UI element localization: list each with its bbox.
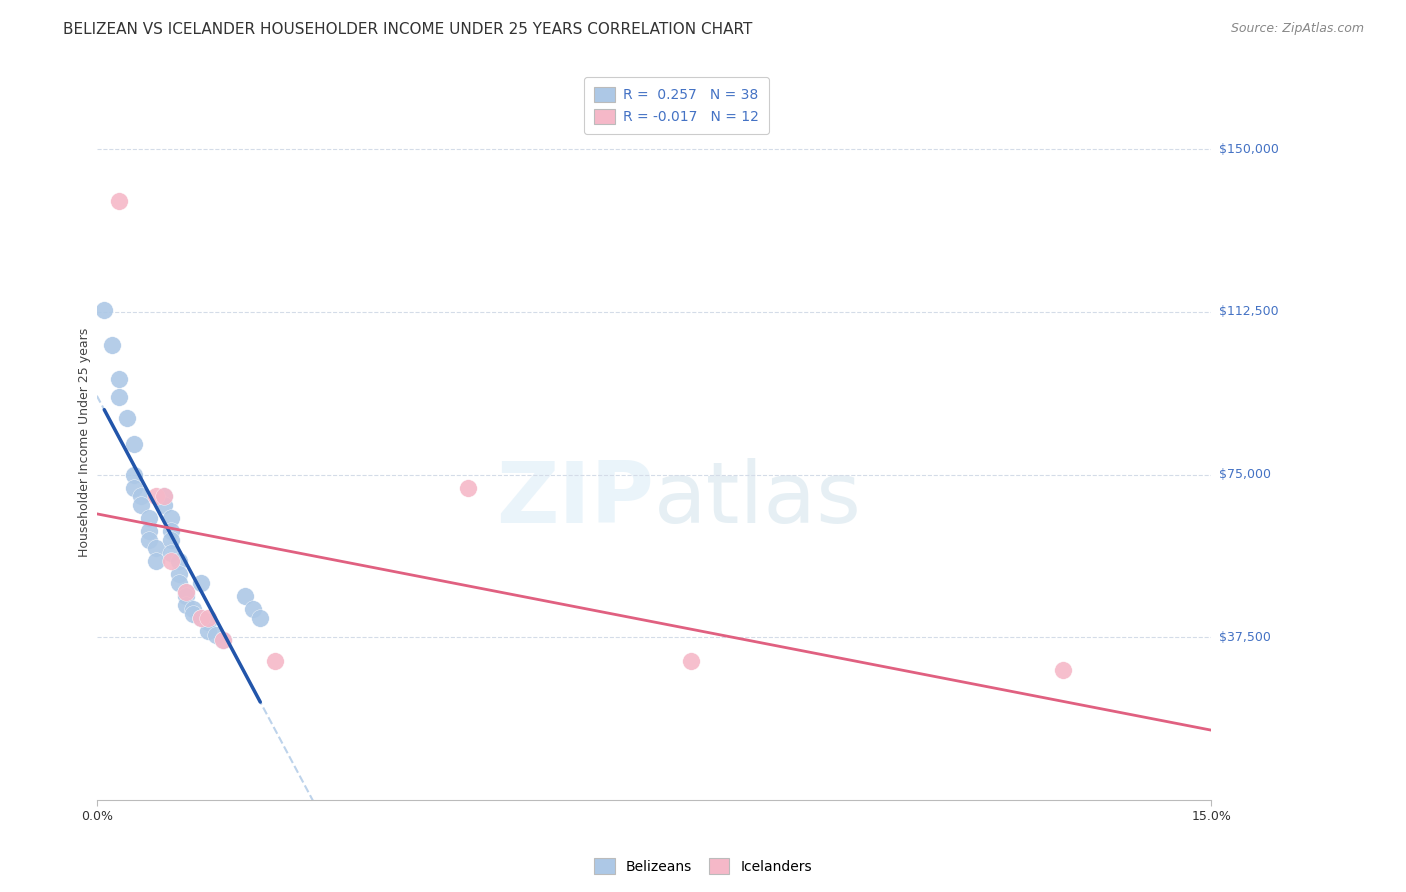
Point	[249, 611, 271, 625]
Point	[108, 194, 131, 209]
Text: $150,000: $150,000	[1219, 143, 1278, 156]
Point	[190, 611, 212, 625]
Point	[167, 567, 190, 582]
Text: BELIZEAN VS ICELANDER HOUSEHOLDER INCOME UNDER 25 YEARS CORRELATION CHART: BELIZEAN VS ICELANDER HOUSEHOLDER INCOME…	[63, 22, 752, 37]
Point	[152, 498, 174, 512]
Point	[174, 584, 197, 599]
Text: atlas: atlas	[654, 458, 862, 541]
Point	[681, 654, 703, 668]
Point	[145, 554, 167, 568]
Point	[138, 511, 160, 525]
Point	[190, 576, 212, 591]
Point	[197, 624, 219, 638]
Point	[1052, 663, 1074, 677]
Point	[152, 489, 174, 503]
Point	[152, 489, 174, 503]
Point	[122, 481, 145, 495]
Y-axis label: Householder Income Under 25 years: Householder Income Under 25 years	[79, 327, 91, 557]
Point	[160, 546, 183, 560]
Point	[160, 554, 183, 568]
Text: $75,000: $75,000	[1219, 468, 1271, 481]
Point	[174, 589, 197, 603]
Point	[138, 533, 160, 547]
Point	[174, 598, 197, 612]
Point	[131, 489, 153, 503]
Text: ZIP: ZIP	[496, 458, 654, 541]
Text: $112,500: $112,500	[1219, 305, 1278, 318]
Point	[457, 481, 479, 495]
Point	[100, 337, 122, 351]
Point	[183, 602, 205, 616]
Point	[242, 602, 264, 616]
Text: Source: ZipAtlas.com: Source: ZipAtlas.com	[1230, 22, 1364, 36]
Point	[212, 632, 235, 647]
Point	[122, 467, 145, 482]
Point	[197, 615, 219, 630]
Legend: Belizeans, Icelanders: Belizeans, Icelanders	[586, 852, 820, 880]
Text: $37,500: $37,500	[1219, 631, 1271, 644]
Point	[235, 589, 257, 603]
Point	[160, 511, 183, 525]
Point	[264, 654, 287, 668]
Point	[190, 611, 212, 625]
Point	[115, 411, 138, 425]
Point	[167, 576, 190, 591]
Point	[174, 584, 197, 599]
Point	[138, 524, 160, 538]
Point	[212, 632, 235, 647]
Point	[160, 524, 183, 538]
Legend: R =  0.257   N = 38, R = -0.017   N = 12: R = 0.257 N = 38, R = -0.017 N = 12	[583, 77, 769, 134]
Point	[131, 498, 153, 512]
Point	[145, 541, 167, 556]
Point	[108, 372, 131, 386]
Point	[145, 489, 167, 503]
Point	[167, 554, 190, 568]
Point	[204, 628, 226, 642]
Point	[108, 390, 131, 404]
Point	[197, 611, 219, 625]
Point	[160, 533, 183, 547]
Point	[122, 437, 145, 451]
Point	[93, 302, 115, 317]
Point	[183, 607, 205, 621]
